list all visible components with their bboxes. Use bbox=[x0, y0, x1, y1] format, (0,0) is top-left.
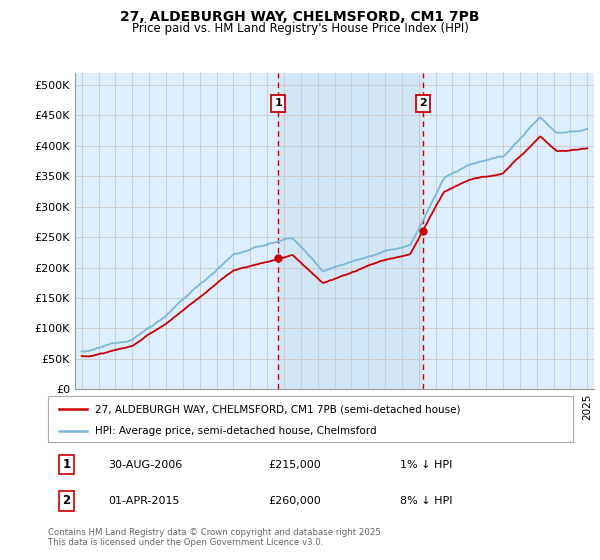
Text: Price paid vs. HM Land Registry's House Price Index (HPI): Price paid vs. HM Land Registry's House … bbox=[131, 22, 469, 35]
Text: 01-APR-2015: 01-APR-2015 bbox=[109, 496, 180, 506]
Text: 27, ALDEBURGH WAY, CHELMSFORD, CM1 7PB (semi-detached house): 27, ALDEBURGH WAY, CHELMSFORD, CM1 7PB (… bbox=[95, 404, 461, 414]
Text: 2: 2 bbox=[419, 98, 427, 108]
Text: 1% ↓ HPI: 1% ↓ HPI bbox=[400, 460, 452, 470]
Text: £215,000: £215,000 bbox=[269, 460, 321, 470]
Text: 1: 1 bbox=[62, 458, 70, 471]
Text: 8% ↓ HPI: 8% ↓ HPI bbox=[400, 496, 452, 506]
Text: 2: 2 bbox=[62, 494, 70, 507]
Bar bbox=[278, 73, 423, 389]
Text: £260,000: £260,000 bbox=[269, 496, 321, 506]
Text: HPI: Average price, semi-detached house, Chelmsford: HPI: Average price, semi-detached house,… bbox=[95, 426, 377, 436]
Text: 1: 1 bbox=[274, 98, 282, 108]
Text: 30-AUG-2006: 30-AUG-2006 bbox=[109, 460, 182, 470]
Text: Contains HM Land Registry data © Crown copyright and database right 2025.
This d: Contains HM Land Registry data © Crown c… bbox=[48, 528, 383, 548]
Text: 27, ALDEBURGH WAY, CHELMSFORD, CM1 7PB: 27, ALDEBURGH WAY, CHELMSFORD, CM1 7PB bbox=[120, 10, 480, 24]
